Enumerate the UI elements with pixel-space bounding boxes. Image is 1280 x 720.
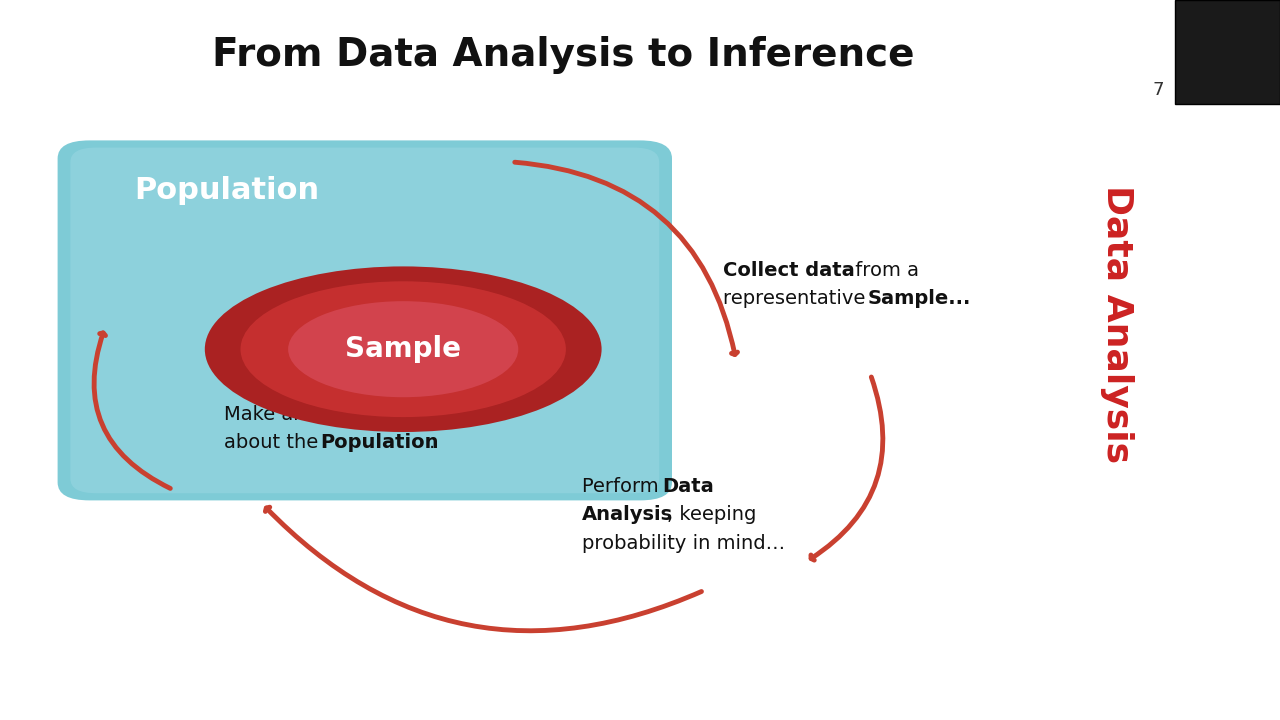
Text: , keeping: , keeping — [667, 505, 756, 524]
Text: Perform: Perform — [582, 477, 666, 495]
Ellipse shape — [205, 266, 602, 432]
Text: probability in mind…: probability in mind… — [582, 534, 786, 553]
Text: Sample: Sample — [346, 336, 461, 363]
Text: Make an: Make an — [224, 405, 312, 423]
Text: Data: Data — [662, 477, 713, 495]
FancyBboxPatch shape — [1175, 0, 1280, 104]
Text: Data Analysis: Data Analysis — [1101, 185, 1134, 463]
Text: 7: 7 — [1152, 81, 1164, 99]
Text: about the: about the — [224, 433, 325, 452]
Text: Collect data: Collect data — [723, 261, 855, 279]
Text: From Data Analysis to Inference: From Data Analysis to Inference — [212, 36, 914, 74]
Text: Analysis: Analysis — [582, 505, 673, 524]
Text: .: . — [429, 433, 435, 452]
FancyBboxPatch shape — [58, 140, 672, 500]
Text: Inference: Inference — [308, 405, 413, 423]
Text: from a: from a — [849, 261, 919, 279]
FancyBboxPatch shape — [70, 148, 659, 493]
Text: Sample...: Sample... — [868, 289, 972, 308]
Text: Population: Population — [134, 176, 320, 205]
Ellipse shape — [241, 282, 566, 417]
Text: representative: representative — [723, 289, 872, 308]
Text: Population: Population — [320, 433, 439, 452]
Ellipse shape — [288, 301, 518, 397]
